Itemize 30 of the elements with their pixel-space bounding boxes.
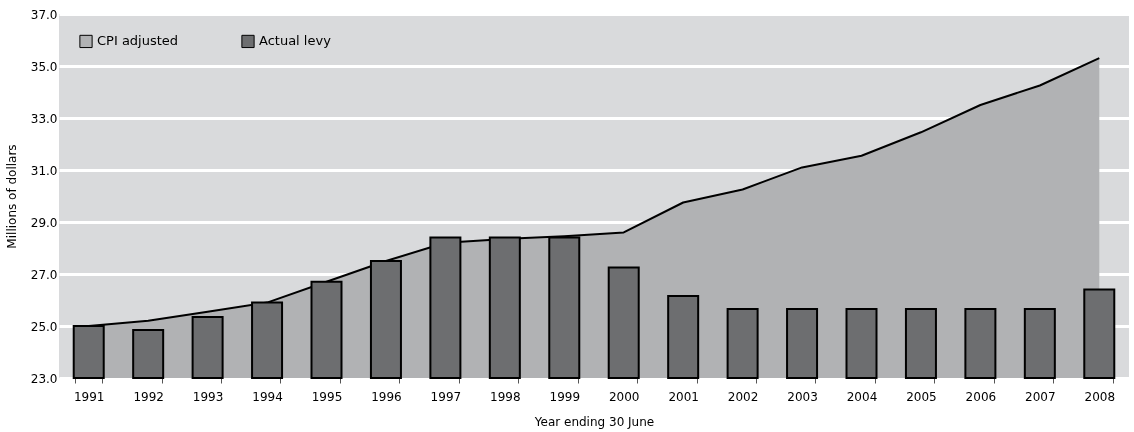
x-tick-label: 2002 [727,389,759,404]
y-axis-title: Millions of dollars [4,144,19,249]
x-tick-label: 2001 [668,389,699,404]
x-tick-label: 1995 [311,389,343,404]
x-axis-title: Year ending 30 June [533,414,655,429]
x-tick-label: 1996 [371,389,402,404]
y-tick-label: 33.0 [30,111,58,126]
x-tick-label: 2007 [1025,389,1056,404]
y-tick-label: 25.0 [30,319,58,334]
y-tick-label: 35.0 [30,59,58,74]
x-tick-label: 1993 [192,389,224,404]
x-tick-label: 2000 [608,389,640,404]
x-tick-label: 2008 [1084,389,1116,404]
x-tick-label: 1997 [430,389,462,404]
x-tick-label: 2005 [906,389,937,404]
x-tick-label: 1998 [490,389,521,404]
legend-label: Actual levy [259,33,332,49]
y-tick-label: 31.0 [30,163,58,178]
x-tick-label: 1999 [549,389,581,404]
x-tick-label: 1992 [133,389,164,404]
x-tick-label: 2006 [965,389,997,404]
x-tick-label: 1991 [73,389,105,404]
x-tick-label: 2003 [787,389,818,404]
x-tick-label: 2004 [846,389,878,404]
y-tick-label: 29.0 [30,215,58,230]
y-tick-label: 23.0 [30,371,58,386]
legend-label: CPI adjusted [97,33,179,49]
y-tick-label: 27.0 [30,267,58,282]
x-tick-label: 1994 [252,389,283,404]
y-tick-label: 37.0 [30,7,58,22]
